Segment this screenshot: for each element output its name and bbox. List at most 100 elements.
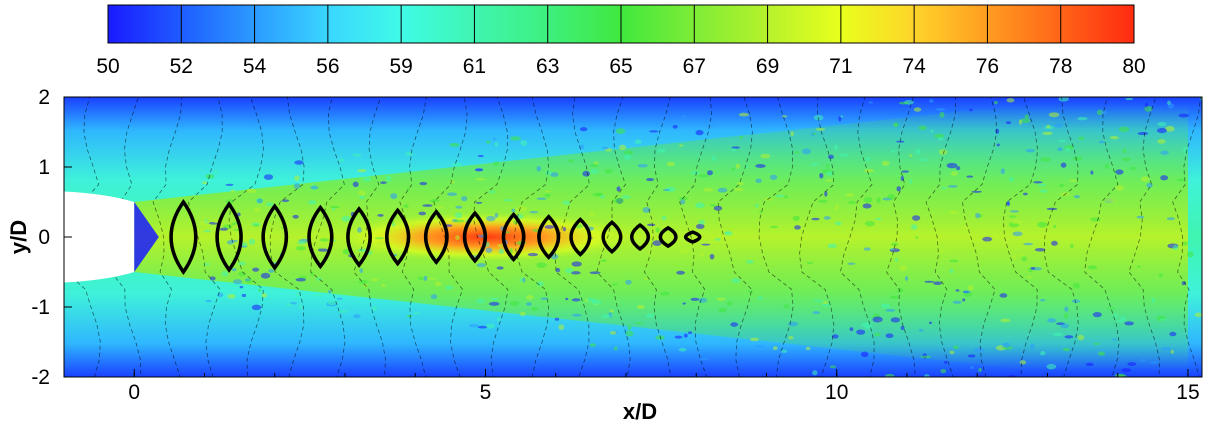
turbulence-speck bbox=[1144, 105, 1153, 112]
turbulence-speck bbox=[1111, 338, 1118, 341]
plot-area bbox=[64, 97, 1202, 377]
turbulence-speck bbox=[755, 178, 762, 184]
turbulence-speck bbox=[661, 215, 667, 221]
turbulence-speck bbox=[1012, 231, 1023, 237]
turbulence-speck bbox=[872, 316, 883, 323]
turbulence-speck bbox=[1098, 140, 1105, 144]
turbulence-speck bbox=[231, 222, 237, 226]
turbulence-speck bbox=[769, 225, 779, 229]
y-tick-label: 1 bbox=[38, 156, 50, 179]
turbulence-speck bbox=[1136, 215, 1145, 219]
colorbar-tick-label: 59 bbox=[389, 55, 412, 78]
turbulence-speck bbox=[748, 290, 754, 293]
turbulence-speck bbox=[1042, 131, 1053, 136]
turbulence-speck bbox=[973, 347, 985, 353]
turbulence-speck bbox=[717, 187, 728, 193]
turbulence-speck bbox=[682, 114, 686, 119]
turbulence-speck bbox=[890, 317, 901, 323]
contour-line bbox=[554, 97, 590, 377]
turbulence-speck bbox=[417, 276, 424, 281]
turbulence-speck bbox=[783, 304, 790, 309]
turbulence-speck bbox=[1054, 123, 1063, 128]
turbulence-speck bbox=[403, 204, 409, 208]
turbulence-speck bbox=[834, 234, 842, 238]
turbulence-speck bbox=[1030, 267, 1036, 270]
turbulence-speck bbox=[526, 295, 534, 300]
turbulence-speck bbox=[1057, 147, 1063, 152]
turbulence-speck bbox=[790, 131, 794, 137]
turbulence-speck bbox=[940, 186, 948, 189]
turbulence-speck bbox=[810, 163, 820, 166]
turbulence-speck bbox=[503, 199, 513, 202]
turbulence-speck bbox=[611, 283, 618, 286]
turbulence-speck bbox=[555, 267, 561, 273]
turbulence-speck bbox=[1052, 332, 1064, 337]
turbulence-speck bbox=[939, 111, 945, 118]
turbulence-speck bbox=[707, 170, 713, 176]
turbulence-speck bbox=[453, 219, 465, 223]
turbulence-speck bbox=[918, 328, 924, 332]
turbulence-speck bbox=[1136, 265, 1141, 268]
turbulence-speck bbox=[687, 331, 693, 335]
turbulence-speck bbox=[263, 174, 274, 180]
turbulence-speck bbox=[558, 324, 565, 330]
turbulence-speck bbox=[695, 223, 705, 229]
shock-cell bbox=[683, 230, 702, 244]
turbulence-speck bbox=[637, 163, 648, 168]
turbulence-speck bbox=[294, 175, 300, 181]
turbulence-speck bbox=[565, 297, 569, 301]
turbulence-speck bbox=[209, 276, 216, 281]
colorbar-segment bbox=[1060, 5, 1135, 43]
turbulence-speck bbox=[1159, 318, 1168, 321]
turbulence-speck bbox=[1151, 297, 1155, 303]
turbulence-speck bbox=[1008, 215, 1017, 218]
turbulence-speck bbox=[755, 163, 766, 168]
turbulence-speck bbox=[901, 170, 910, 173]
colorbar-tick-label: 74 bbox=[902, 55, 926, 78]
contour-line bbox=[473, 97, 509, 377]
turbulence-speck bbox=[1051, 240, 1058, 246]
turbulence-speck bbox=[255, 197, 264, 204]
turbulence-speck bbox=[938, 149, 948, 155]
turbulence-speck bbox=[812, 132, 817, 136]
turbulence-speck bbox=[999, 293, 1008, 298]
turbulence-speck bbox=[863, 197, 873, 203]
turbulence-speck bbox=[760, 153, 771, 159]
turbulence-speck bbox=[838, 116, 842, 122]
turbulence-speck bbox=[963, 292, 973, 297]
turbulence-speck bbox=[488, 301, 500, 306]
turbulence-speck bbox=[864, 326, 873, 330]
turbulence-speck bbox=[894, 258, 898, 262]
turbulence-speck bbox=[643, 277, 648, 281]
turbulence-speck bbox=[1002, 342, 1011, 348]
turbulence-speck bbox=[449, 142, 460, 147]
shock-cell bbox=[658, 225, 678, 249]
turbulence-speck bbox=[1024, 114, 1029, 120]
turbulence-speck bbox=[856, 329, 866, 335]
turbulence-speck bbox=[896, 140, 905, 143]
turbulence-speck bbox=[447, 192, 458, 196]
shock-cell bbox=[346, 206, 372, 268]
shock-cell bbox=[630, 222, 651, 252]
turbulence-speck bbox=[1165, 125, 1175, 132]
turbulence-speck bbox=[839, 153, 849, 157]
turbulence-speck bbox=[475, 178, 486, 181]
turbulence-speck bbox=[634, 139, 642, 145]
turbulence-speck bbox=[772, 346, 778, 351]
turbulence-speck bbox=[915, 236, 919, 239]
turbulence-speck bbox=[615, 128, 626, 135]
turbulence-speck bbox=[536, 262, 547, 269]
turbulence-speck bbox=[623, 150, 634, 156]
turbulence-speck bbox=[746, 260, 754, 264]
contour-line bbox=[353, 97, 386, 377]
turbulence-speck bbox=[1057, 139, 1066, 143]
turbulence-speck bbox=[831, 334, 839, 339]
turbulence-speck bbox=[372, 306, 378, 311]
turbulence-speck bbox=[698, 219, 706, 225]
turbulence-speck bbox=[917, 158, 928, 162]
turbulence-speck bbox=[519, 311, 526, 316]
turbulence-speck bbox=[248, 238, 256, 245]
turbulence-speck bbox=[730, 322, 739, 327]
turbulence-speck bbox=[225, 199, 234, 205]
colorbar-tick-label: 65 bbox=[609, 55, 632, 78]
